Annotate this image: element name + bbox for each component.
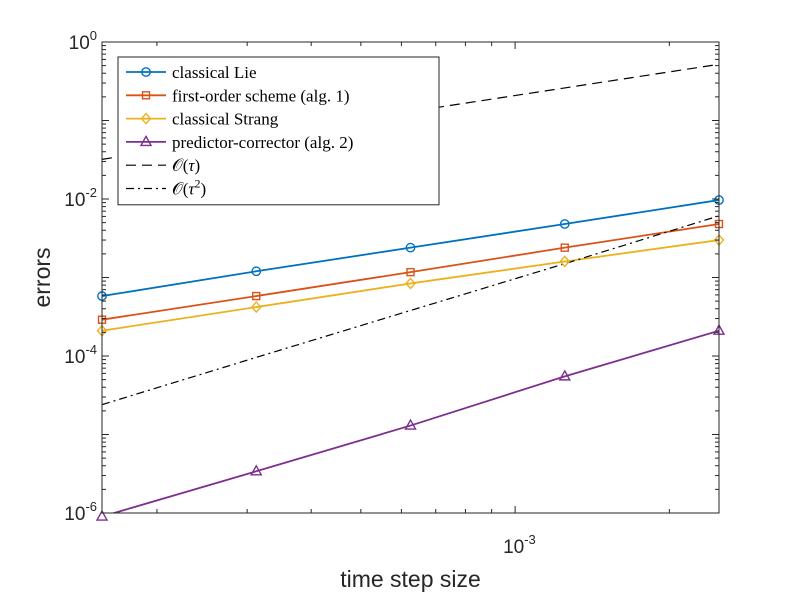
legend-label-2: classical Strang [172, 110, 279, 129]
data-point-3-3 [558, 369, 571, 381]
legend-label-5: 𝒪(τ2) [172, 177, 206, 199]
axis-tick-labels: 10-6 10-4 10-2 100 10-3 [64, 28, 535, 558]
x-tick-label: 10-3 [503, 532, 536, 558]
y-tick-label: 10-4 [64, 342, 97, 368]
y-axis-label: errors [29, 247, 55, 307]
data-point-0-3 [559, 219, 570, 229]
legend-label-1: first-order scheme (alg. 1) [172, 86, 349, 105]
data-point-1-2 [406, 267, 415, 277]
legend-marker-2 [140, 112, 152, 125]
x-axis-label: time step size [340, 566, 481, 592]
axis-ticks [102, 42, 719, 514]
data-point-0-1 [251, 266, 262, 277]
series-line-1 [102, 223, 719, 321]
legend-label-4: 𝒪(τ) [172, 156, 200, 175]
legend-label-0: classical Lie [172, 63, 257, 82]
y-tick-label: 100 [69, 28, 97, 54]
plot-frame [101, 41, 720, 514]
series-line-2 [102, 239, 719, 332]
y-tick-label: 10-2 [64, 185, 97, 211]
legend-marker-3 [139, 134, 153, 147]
data-point-2-2 [405, 277, 416, 290]
legend: classical Lie first-order scheme (alg. 1)… [117, 56, 440, 206]
legend-marker-1 [141, 91, 151, 100]
data-point-1-3 [560, 243, 569, 252]
data-point-2-1 [250, 301, 262, 314]
legend-label-3: predictor-corrector (alg. 2) [172, 133, 353, 152]
legend-marker-0 [141, 67, 151, 77]
series-line-0 [102, 199, 719, 297]
y-tick-label: 10-6 [64, 499, 97, 525]
legend-box [117, 56, 440, 206]
data-point-0-2 [405, 242, 416, 253]
data-point-3-0 [95, 509, 109, 521]
data-point-3-2 [404, 418, 417, 430]
data-point-2-3 [559, 255, 571, 268]
series-line-3 [111, 329, 719, 513]
data-point-3-1 [250, 464, 263, 476]
data-point-1-1 [252, 291, 261, 301]
